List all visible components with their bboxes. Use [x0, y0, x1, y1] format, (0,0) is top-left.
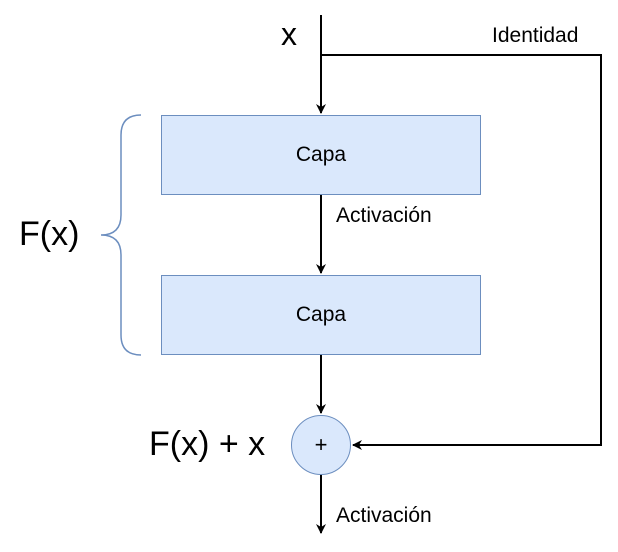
layer-box-bottom: Capa — [161, 275, 481, 355]
layer-top-label: Capa — [295, 143, 347, 166]
addition-node: + — [291, 415, 351, 475]
input-x-label: x — [281, 16, 297, 52]
sum-label: F(x) + x — [149, 425, 266, 463]
layer-bottom-label: Capa — [295, 303, 347, 326]
identity-label: Identidad — [492, 24, 579, 47]
layer-box-top: Capa — [161, 115, 481, 195]
function-label: F(x) — [19, 215, 80, 253]
activation-label-out: Activación — [336, 504, 432, 527]
plus-symbol: + — [314, 432, 328, 457]
activation-label-mid: Activación — [336, 204, 432, 227]
identity-skip-arrow — [321, 54, 602, 450]
function-brace — [100, 114, 142, 356]
